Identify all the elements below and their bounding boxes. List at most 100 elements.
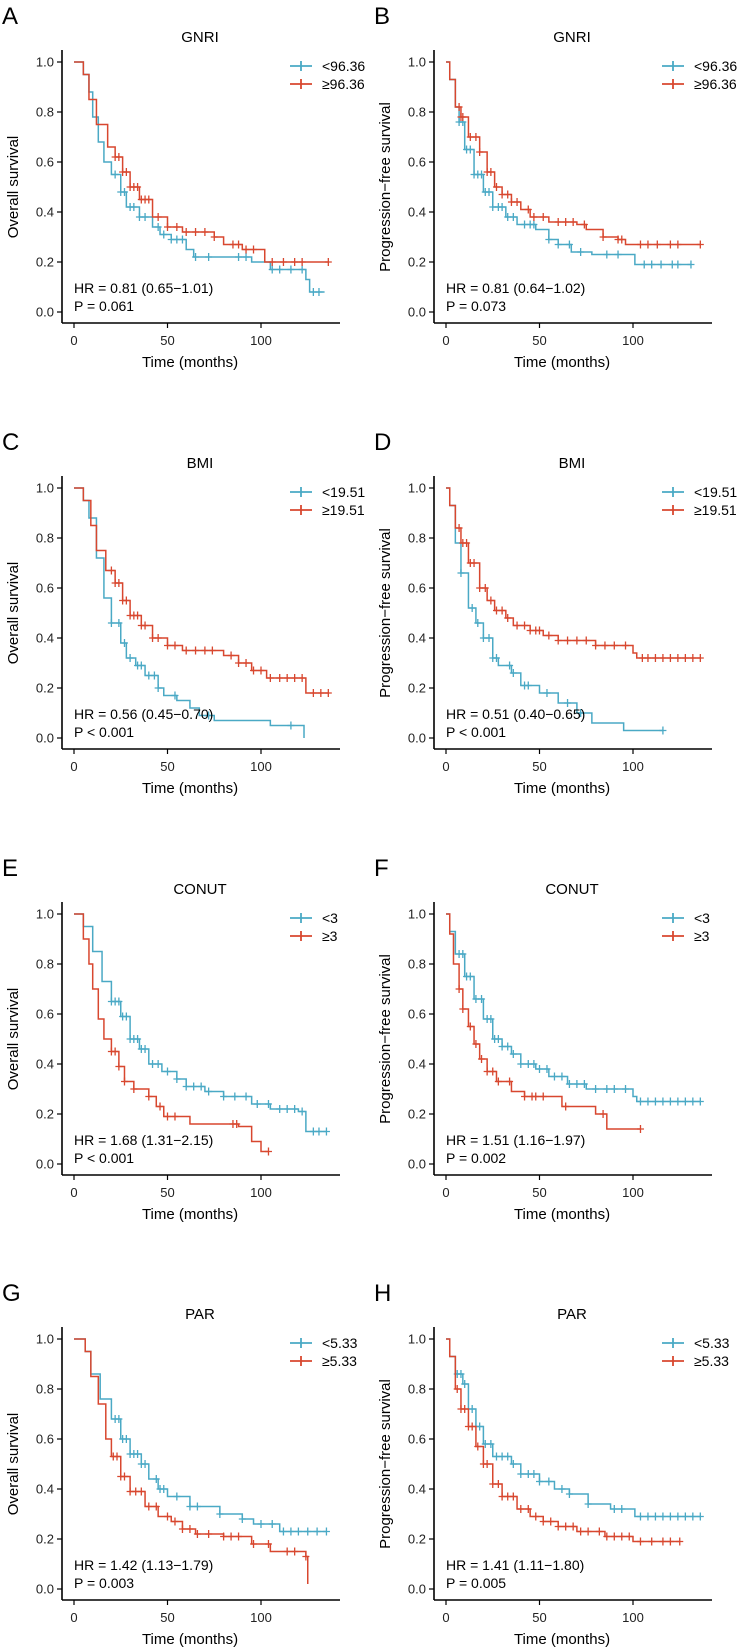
censor-mark: [681, 1512, 689, 1521]
censor-mark: [111, 1047, 119, 1056]
censor-mark: [468, 1405, 476, 1413]
series-low: [446, 487, 667, 735]
censor-mark: [554, 240, 562, 249]
y-tick-label: 0.8: [408, 105, 426, 120]
survival-curve: [74, 487, 305, 738]
censor-mark: [674, 654, 682, 662]
censor-mark: [666, 1097, 674, 1106]
censor-mark: [524, 1505, 532, 1513]
censor-mark: [459, 113, 467, 121]
legend-label: ≥5.33: [694, 1353, 729, 1369]
censor-mark: [554, 218, 562, 226]
survival-curve: [446, 487, 663, 732]
censor-mark: [141, 1045, 149, 1053]
censor-mark: [539, 213, 547, 221]
survival-curve: [74, 61, 325, 293]
censor-mark: [696, 654, 704, 662]
x-tick-label: 0: [442, 759, 449, 774]
censor-mark: [205, 711, 213, 720]
y-tick-label: 1.0: [36, 481, 54, 496]
censor-mark: [474, 619, 482, 627]
series-low: [74, 487, 305, 738]
censor-mark: [115, 1415, 123, 1423]
censor-mark: [154, 634, 162, 642]
censor-mark: [279, 1527, 287, 1536]
censor-mark: [134, 183, 142, 191]
y-tick-label: 0.2: [408, 1532, 426, 1547]
censor-mark: [530, 213, 538, 221]
censor-mark: [120, 1077, 128, 1086]
x-tick-label: 50: [532, 1610, 546, 1625]
x-axis-label: Time (months): [514, 1206, 610, 1223]
y-tick-label: 0.2: [408, 681, 426, 696]
censor-mark: [554, 1522, 562, 1531]
censor-mark: [231, 1092, 239, 1101]
x-axis-label: Time (months): [142, 1206, 238, 1223]
panel-b: B GNRI 0.0 0.2 0.4 0.6 0.8 1.0 0 50 100 Time (month…: [374, 3, 737, 371]
censor-mark: [233, 1120, 241, 1128]
censor-mark: [676, 1537, 684, 1546]
p-value: P = 0.073: [446, 298, 506, 314]
x-tick-label: 50: [160, 759, 174, 774]
censor-mark: [481, 584, 489, 592]
y-tick-label: 0.6: [408, 155, 426, 170]
censor-mark: [521, 621, 529, 630]
censor-mark: [455, 103, 463, 111]
y-tick-label: 0.2: [36, 1532, 54, 1547]
y-tick-label: 0.8: [408, 531, 426, 546]
panel-label: B: [374, 3, 390, 30]
survival-curve: [446, 61, 701, 246]
censor-mark: [653, 240, 661, 249]
censor-mark: [487, 1015, 495, 1023]
y-tick-label: 0.8: [36, 957, 54, 972]
censor-mark: [489, 1067, 497, 1076]
censor-mark: [192, 253, 200, 261]
censor-mark: [152, 1502, 160, 1511]
y-tick-label: 0.0: [408, 305, 426, 320]
series-high: [74, 487, 332, 697]
censor-mark: [298, 1107, 306, 1116]
y-tick-label: 0.8: [408, 1382, 426, 1397]
censor-mark: [468, 1422, 476, 1431]
censor-mark: [137, 661, 145, 670]
censor-mark: [186, 1502, 194, 1511]
censor-mark: [242, 659, 250, 667]
censor-mark: [122, 168, 130, 176]
censor-mark: [171, 1112, 179, 1121]
chart-title: PAR: [185, 1306, 215, 1323]
x-tick-label: 0: [442, 1185, 449, 1200]
censor-mark: [513, 621, 521, 630]
x-tick-label: 100: [622, 1185, 644, 1200]
censor-mark: [466, 972, 474, 981]
y-axis-label: Overall survival: [5, 562, 22, 665]
censor-mark: [186, 1525, 194, 1533]
legend-label: ≥96.36: [694, 76, 737, 92]
x-axis-label: Time (months): [514, 1631, 610, 1648]
censor-mark: [517, 1060, 525, 1068]
censor-mark: [193, 1502, 201, 1511]
x-axis-label: Time (months): [514, 780, 610, 797]
censor-mark: [322, 1127, 330, 1136]
censor-mark: [666, 240, 674, 249]
censor-mark: [618, 1505, 626, 1513]
censor-mark: [659, 1512, 667, 1521]
hazard-ratio: HR = 1.41 (1.11−1.80): [446, 1557, 584, 1573]
censor-mark: [154, 223, 162, 231]
censor-mark: [173, 223, 181, 231]
censor-mark: [651, 654, 659, 662]
censor-mark: [532, 1092, 540, 1101]
series-high: [446, 61, 704, 249]
censor-mark: [455, 985, 463, 993]
censor-mark: [130, 1085, 138, 1093]
hazard-ratio: HR = 1.42 (1.13−1.79): [74, 1557, 213, 1573]
x-tick-label: 100: [250, 1610, 272, 1625]
censor-mark: [457, 1370, 465, 1378]
censor-mark: [164, 1512, 171, 1521]
censor-mark: [145, 1502, 153, 1511]
p-value: P = 0.002: [446, 1150, 506, 1166]
censor-mark: [666, 1512, 674, 1521]
x-tick-label: 50: [160, 333, 174, 348]
censor-mark: [324, 689, 332, 697]
censor-mark: [171, 641, 179, 650]
censor-mark: [220, 1532, 228, 1541]
